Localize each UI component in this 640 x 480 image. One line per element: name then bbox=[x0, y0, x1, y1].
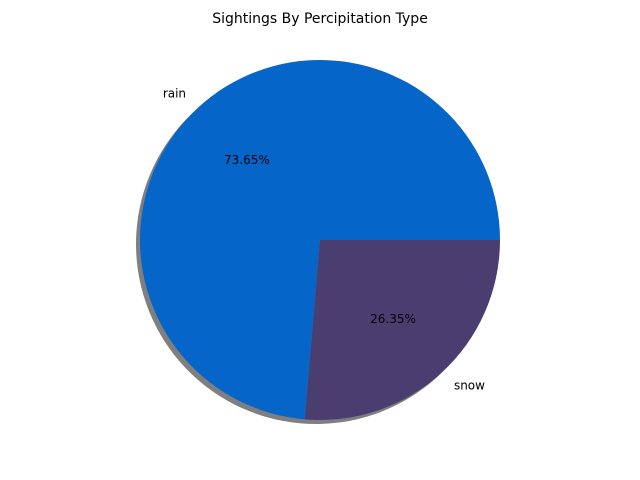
pie-label-rain: rain bbox=[163, 87, 186, 101]
pie-slices bbox=[140, 60, 500, 420]
chart-title: Sightings By Percipitation Type bbox=[212, 11, 428, 27]
pie-slice-rain bbox=[140, 60, 500, 420]
pie-label-snow: snow bbox=[454, 378, 485, 392]
pie-value-label-rain: 73.65% bbox=[224, 153, 270, 167]
pie-value-label-snow: 26.35% bbox=[370, 312, 416, 326]
pie-slice-snow bbox=[304, 240, 500, 420]
pie-labels: rain 73.65% snow 26.35% bbox=[163, 87, 485, 393]
